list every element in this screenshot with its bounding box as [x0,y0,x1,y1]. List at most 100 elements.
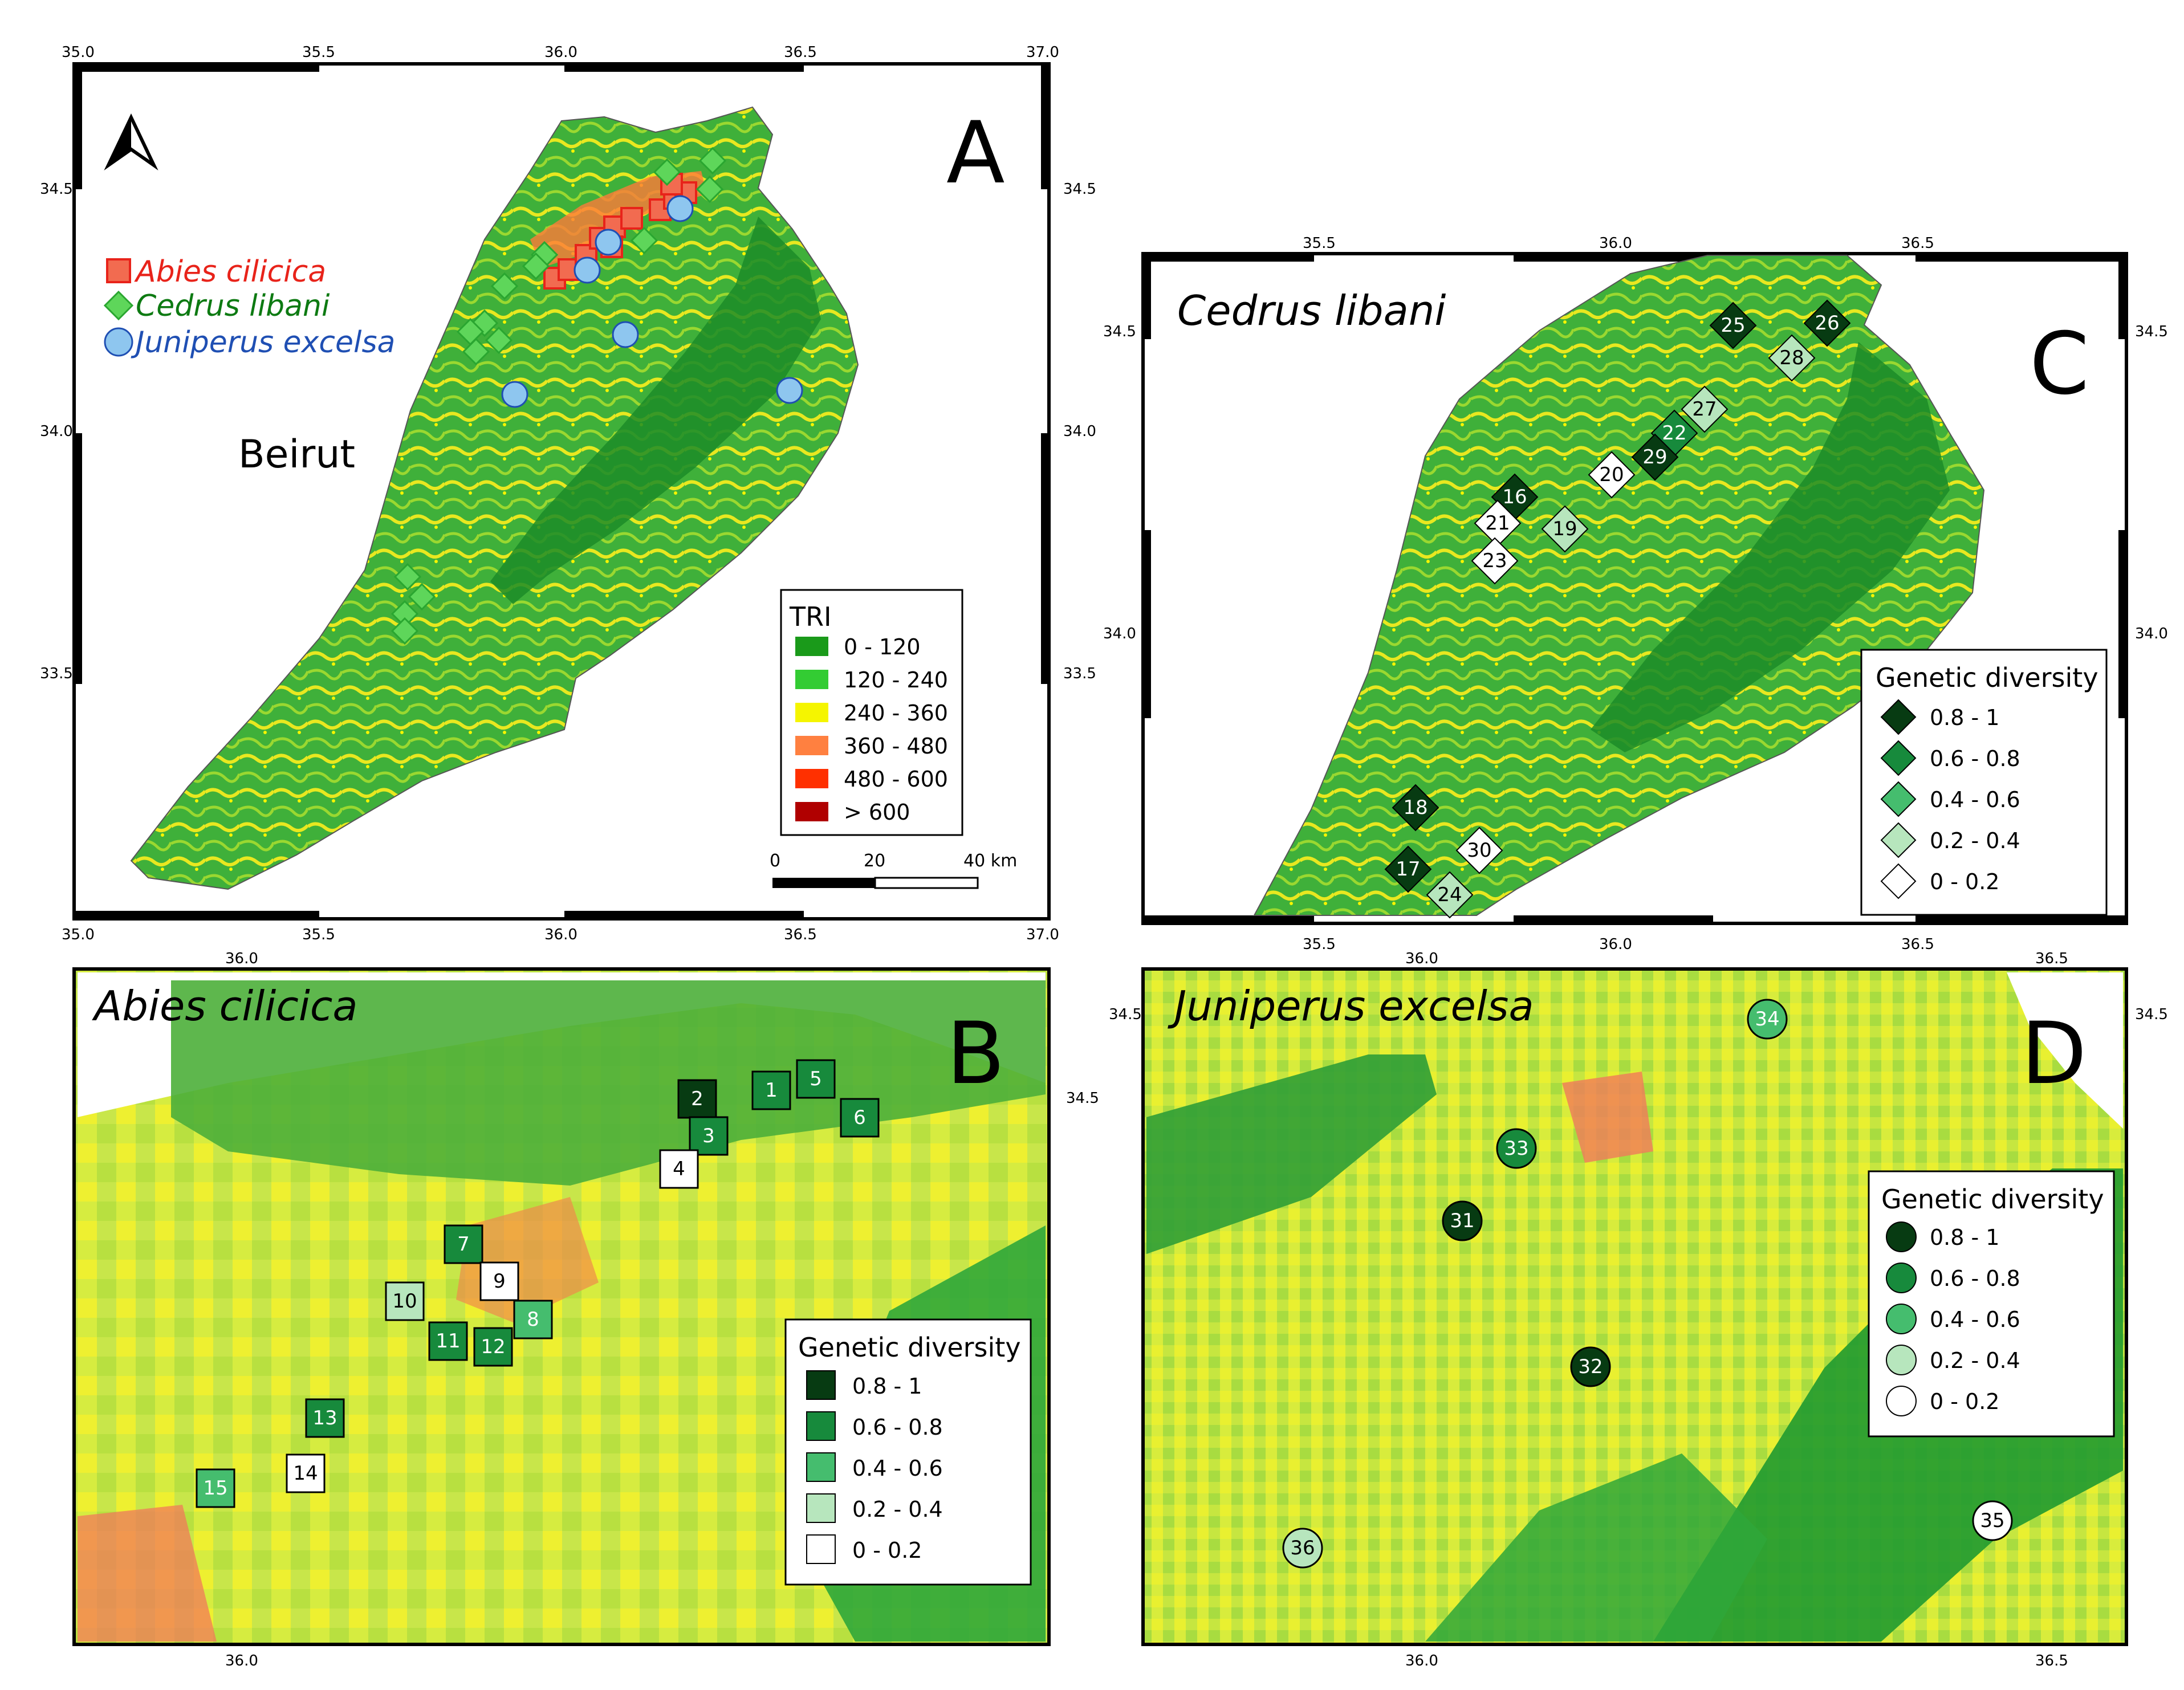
a-xtick-bottom: 35.0 [62,926,95,943]
d-ytick-left: 34.5 [1109,1006,1142,1023]
abies-diversity-sites: 1 2 3 4 5 6 7 8 9 10 11 12 13 14 15 [196,1059,880,1508]
d-sea-white [2007,972,2123,1129]
d-xtick-bottom: 36.5 [2035,1652,2068,1669]
cedrus-diversity-sites: 16 17 18 19 20 21 22 23 24 25 26 27 28 2… [1384,299,1851,919]
site-label: 16 [1502,486,1527,508]
a-ytick-right: 34.5 [1063,181,1096,198]
panel-c-letter: C [2030,315,2089,414]
c-xtick-bottom: 36.0 [1599,936,1632,953]
cedrus-site-19: 19 [1541,505,1589,553]
bekaa-valley-c [1591,342,1950,752]
cedrus-legend-label: Cedrus libani [136,289,330,323]
legend-label: 0.4 - 0.6 [1930,1307,2020,1332]
c-ytick-right: 34.5 [2135,323,2168,340]
site-label: 9 [493,1270,506,1293]
juniperus-markers-a [501,195,803,408]
b-ytick-right: 34.5 [1066,1090,1099,1107]
tri-class-label: 0 - 120 [844,634,921,659]
abies-site-11: 11 [428,1321,468,1361]
c-xtick-bottom: 36.5 [1901,936,1934,953]
legend-title: Genetic diversity [1876,662,2098,693]
panel-d-legend: Genetic diversity 0.8 - 1 0.6 - 0.8 0.4 … [1868,1170,2115,1437]
site-label: 10 [392,1290,417,1313]
species-legend: Abies cilicica Cedrus libani Juniperus e… [103,255,395,360]
abies-site-7: 7 [444,1224,483,1264]
site-label: 17 [1396,858,1420,881]
site-label: 7 [457,1233,470,1256]
panel-b: Abies cilicica B 1 2 3 4 5 6 7 8 9 10 11… [72,950,1099,1669]
tri-class-label: 480 - 600 [844,767,948,792]
a-ytick-right: 33.5 [1063,665,1096,682]
beirut-label: Beirut [238,432,355,477]
site-label: 18 [1403,796,1427,819]
juniperus-site-35: 35 [1972,1500,2013,1541]
cedrus-site-20: 20 [1588,451,1636,499]
a-xtick-top: 36.0 [544,44,577,61]
a-xtick-bottom: 37.0 [1026,926,1059,943]
lebanon-terrain-a [130,106,859,890]
panel-d-title: Juniperus excelsa [1168,982,1534,1030]
site-label: 8 [527,1308,539,1331]
cedrus-site-22: 22 [1650,409,1698,457]
abies-site-14: 14 [286,1453,326,1493]
juniperus-legend-circle-icon [104,327,133,357]
legend-label: 0 - 0.2 [1930,869,1999,894]
abies-site-9: 9 [479,1261,519,1301]
abies-site-2: 2 [677,1079,717,1119]
site-label: 13 [312,1407,337,1430]
a-xtick-bottom: 36.0 [544,926,577,943]
a-ytick-left: 34.5 [40,181,73,198]
abies-site-13: 13 [305,1398,345,1438]
tri-legend: TRI 0 - 120 120 - 240 240 - 360 360 - 48… [780,589,963,836]
site-label: 20 [1599,463,1624,486]
site-label: 1 [765,1079,778,1102]
juniperus-site-33: 33 [1496,1128,1537,1169]
a-xtick-top: 36.5 [784,44,817,61]
c-xtick-bottom: 35.5 [1303,936,1336,953]
abies-site-8: 8 [513,1300,553,1339]
abies-site-5: 5 [796,1059,836,1099]
site-label: 3 [702,1125,715,1147]
abies-site-6: 6 [840,1098,880,1138]
site-label: 25 [1721,314,1745,337]
d-xtick-top: 36.5 [2035,950,2068,967]
tri-class-label: 360 - 480 [844,734,948,759]
cedrus-site-25: 25 [1709,302,1757,349]
panel-c: Cedrus libani C 16 17 18 19 20 21 22 23 … [1103,235,2168,953]
abies-site-4: 4 [659,1149,699,1189]
c-ytick-right: 34.0 [2135,625,2168,642]
legend-label: 0 - 0.2 [852,1538,922,1563]
a-xtick-top: 37.0 [1026,44,1059,61]
juniperus-legend-label: Juniperus excelsa [131,325,395,360]
scale-label-40: 40 km [963,851,1017,871]
bekaa-valley-a [490,217,821,604]
a-xtick-bottom: 36.5 [784,926,817,943]
panel-a: A Beirut Abies cilicica Cedrus libani Ju… [40,44,1096,943]
site-label: 19 [1552,518,1577,540]
d-green-south [1425,1453,1767,1642]
cedrus-site-23: 23 [1471,537,1519,585]
site-label: 28 [1779,347,1804,369]
tri-class-label: 120 - 240 [844,667,948,693]
tri-class-label: > 600 [844,800,910,825]
juniperus-site-36: 36 [1282,1528,1323,1569]
panel-d-letter: D [2021,1004,2087,1103]
legend-label: 0.8 - 1 [1930,705,1999,730]
a-xtick-top: 35.0 [62,44,95,61]
a-ytick-left: 34.0 [40,423,73,440]
site-label: 11 [436,1330,460,1353]
site-label: 6 [853,1106,866,1129]
cedrus-site-24: 24 [1426,871,1474,919]
abies-legend-label: Abies cilicica [134,255,326,289]
legend-label: 0.2 - 0.4 [852,1497,943,1522]
north-arrow-icon [104,113,158,170]
site-label: 34 [1755,1008,1779,1031]
cedrus-site-18: 18 [1392,784,1439,832]
site-label: 4 [673,1158,685,1180]
c-ytick-left: 34.5 [1103,323,1136,340]
c-xtick-top: 36.0 [1599,235,1632,252]
cedrus-site-17: 17 [1384,845,1432,893]
site-label: 36 [1290,1537,1315,1559]
panel-a-letter: A [946,104,1005,203]
panel-d: Juniperus excelsa D 31 32 33 34 35 36 Ge… [1109,950,2168,1669]
